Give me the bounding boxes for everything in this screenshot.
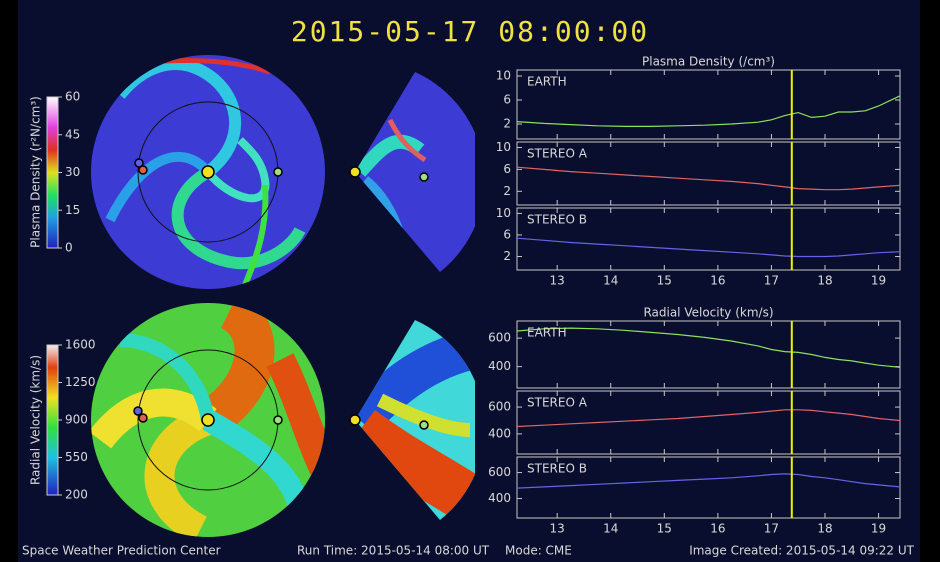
colorbar-tick-label: 900 <box>65 413 88 427</box>
x-tick-label: 19 <box>871 274 886 288</box>
colorbar-tick-label: 45 <box>65 127 80 141</box>
series-label: STEREO A <box>527 396 588 410</box>
data-line <box>516 409 901 428</box>
x-tick-label: 18 <box>817 522 832 536</box>
data-line <box>516 237 901 258</box>
series-label: STEREO A <box>527 147 588 161</box>
x-tick-label: 17 <box>764 522 779 536</box>
panel-title: Radial Velocity (km/s) <box>643 306 773 320</box>
data-line <box>516 327 901 368</box>
series-label: STEREO B <box>527 462 587 476</box>
y-tick-label: 400 <box>488 426 511 440</box>
colorbar-tick-label: 60 <box>65 90 80 104</box>
x-tick-label: 14 <box>603 274 618 288</box>
colorbar-tick-label: 30 <box>65 165 80 179</box>
series-label: EARTH <box>527 75 567 89</box>
colorbar-label: Radial Velocity (km/s) <box>29 355 43 485</box>
y-tick-label: 2 <box>503 249 511 263</box>
x-tick-label: 15 <box>657 274 672 288</box>
data-line <box>516 95 901 127</box>
colorbar <box>47 97 58 248</box>
colorbar <box>47 345 58 495</box>
panel <box>516 320 901 389</box>
x-tick-label: 17 <box>764 274 779 288</box>
x-tick-label: 14 <box>603 522 618 536</box>
y-tick-label: 2 <box>503 117 511 131</box>
y-tick-label: 10 <box>496 206 511 220</box>
data-line <box>516 166 901 191</box>
footer-center: Space Weather Prediction Center <box>22 544 221 558</box>
x-tick-label: 18 <box>817 274 832 288</box>
panel-title: Plasma Density (/cm³) <box>642 55 775 69</box>
footer-run-time: Run Time: 2015-05-14 08:00 UT <box>297 544 490 558</box>
timestamp: 2015-05-17 08:00:00 <box>291 15 649 48</box>
y-tick-label: 6 <box>503 227 511 241</box>
footer-mode: Mode: CME <box>505 544 572 558</box>
x-tick-label: 13 <box>550 274 565 288</box>
x-tick-label: 16 <box>710 274 725 288</box>
y-tick-label: 400 <box>488 491 511 505</box>
y-tick-label: 10 <box>496 140 511 154</box>
colorbar-tick-label: 550 <box>65 450 88 464</box>
bodies <box>133 158 429 430</box>
colorbar-tick-label: 200 <box>65 488 88 502</box>
panel <box>516 390 901 455</box>
colorbar-tick-label: 0 <box>65 241 73 255</box>
y-tick-label: 2 <box>503 184 511 198</box>
y-tick-label: 600 <box>488 331 511 345</box>
data-line <box>516 473 901 489</box>
x-tick-label: 16 <box>710 522 725 536</box>
y-tick-label: 600 <box>488 465 511 479</box>
x-tick-label: 13 <box>550 522 565 536</box>
series-label: EARTH <box>527 326 567 340</box>
y-tick-label: 6 <box>503 162 511 176</box>
y-tick-label: 600 <box>488 400 511 414</box>
panel <box>516 141 901 206</box>
x-tick-label: 15 <box>657 522 672 536</box>
y-tick-label: 400 <box>488 359 511 373</box>
panel <box>516 69 901 140</box>
colorbar-tick-label: 15 <box>65 203 80 217</box>
y-tick-label: 6 <box>503 93 511 107</box>
colorbar-tick-label: 1250 <box>65 375 96 389</box>
colorbar-label: Plasma Density (r²N/cm³) <box>29 96 43 248</box>
x-tick-label: 19 <box>871 522 886 536</box>
footer-created: Image Created: 2015-05-14 09:22 UT <box>689 544 914 558</box>
series-label: STEREO B <box>527 213 587 227</box>
panel <box>516 207 901 271</box>
y-tick-label: 10 <box>496 69 511 83</box>
colorbar-tick-label: 1600 <box>65 338 96 352</box>
